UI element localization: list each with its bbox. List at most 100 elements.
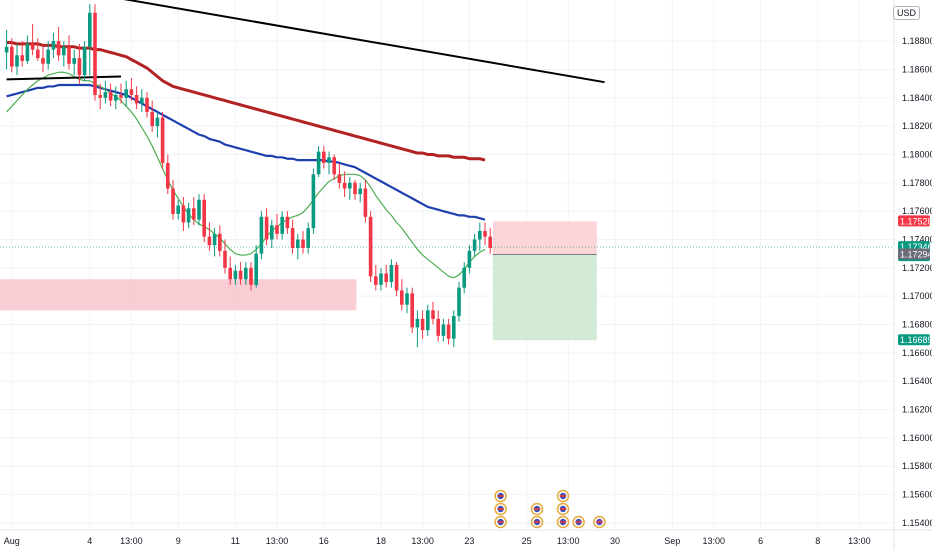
candle-body bbox=[140, 97, 144, 104]
candle-body bbox=[389, 265, 394, 283]
candle-body bbox=[462, 267, 466, 288]
candle-body bbox=[145, 97, 149, 112]
x-tick-label: 13:00 bbox=[557, 536, 580, 546]
price-label: 1.16689 bbox=[898, 334, 932, 346]
candle-body bbox=[431, 310, 435, 319]
candle-body bbox=[483, 230, 487, 237]
flag-stripe-icon bbox=[596, 521, 603, 523]
price-label-text: 1.17294 bbox=[900, 250, 932, 260]
price-label: 1.17528 bbox=[898, 215, 932, 227]
y-tick-label: 1.17600 bbox=[902, 206, 932, 216]
candle-body bbox=[394, 265, 399, 291]
flag-stripe-icon bbox=[497, 495, 504, 497]
candle-body bbox=[51, 41, 56, 50]
x-tick-label: Aug bbox=[4, 536, 20, 546]
currency-button[interactable]: USD bbox=[892, 6, 920, 20]
descending-trendline[interactable] bbox=[121, 0, 605, 84]
x-tick-label: 13:00 bbox=[266, 536, 289, 546]
x-tick-label: 16 bbox=[319, 536, 329, 546]
x-tick-label: 9 bbox=[176, 536, 181, 546]
candle-body bbox=[192, 208, 196, 220]
candle-body bbox=[160, 117, 165, 163]
candle-body bbox=[228, 267, 232, 280]
flag-stripe-icon bbox=[497, 521, 504, 523]
candle-body bbox=[467, 250, 472, 268]
candle-body bbox=[348, 182, 352, 189]
x-tick-label: 4 bbox=[87, 536, 92, 546]
candle-body bbox=[332, 157, 336, 175]
candle-body bbox=[20, 55, 24, 61]
candle-body bbox=[374, 276, 378, 285]
candle-body bbox=[202, 199, 206, 237]
candle-body bbox=[30, 43, 35, 50]
candle-body bbox=[88, 12, 92, 47]
zones bbox=[0, 221, 894, 341]
candle-body bbox=[275, 225, 279, 234]
y-tick-label: 1.17000 bbox=[902, 291, 932, 301]
economic-events[interactable] bbox=[494, 489, 606, 529]
candle-body bbox=[358, 188, 362, 195]
candle-body bbox=[259, 216, 264, 254]
y-tick-label: 1.16400 bbox=[902, 376, 932, 386]
candle-body bbox=[420, 318, 425, 331]
x-tick-label: 11 bbox=[231, 536, 240, 546]
price-label-text: 1.17346 bbox=[900, 242, 932, 252]
y-tick-label: 1.18600 bbox=[902, 64, 932, 74]
flag-stripe-icon bbox=[533, 521, 541, 523]
candle-body bbox=[446, 324, 451, 339]
candle-body bbox=[441, 324, 446, 336]
candle-body bbox=[472, 239, 477, 251]
take-profit-zone bbox=[492, 254, 597, 341]
candle-body bbox=[155, 117, 160, 127]
price-label-text: 1.16689 bbox=[900, 335, 932, 345]
x-tick-label: 18 bbox=[376, 536, 386, 546]
x-tick-label: 13:00 bbox=[848, 536, 871, 546]
candle-body bbox=[379, 273, 383, 285]
candle-body bbox=[296, 239, 300, 248]
candle-body bbox=[488, 236, 492, 248]
candle-body bbox=[363, 188, 368, 217]
candle-body bbox=[10, 46, 14, 67]
grid bbox=[0, 0, 894, 530]
y-tick-label: 1.18800 bbox=[902, 36, 932, 46]
candle-body bbox=[129, 89, 134, 95]
candle-body bbox=[212, 233, 217, 246]
price-label: 1.17294 bbox=[898, 248, 932, 260]
candle-body bbox=[249, 267, 253, 285]
flag-stripe-icon bbox=[497, 508, 504, 510]
y-tick-label: 1.16000 bbox=[902, 433, 932, 443]
candle-body bbox=[77, 58, 82, 76]
y-tick-label: 1.16800 bbox=[902, 320, 932, 330]
candle-body bbox=[400, 290, 404, 305]
candle-body bbox=[264, 216, 269, 240]
candle-body bbox=[223, 250, 227, 268]
y-tick-label: 1.15600 bbox=[902, 490, 932, 500]
candle-body bbox=[72, 58, 76, 64]
trendlines[interactable] bbox=[6, 0, 605, 84]
price-label-bg bbox=[898, 334, 930, 346]
candle-body bbox=[457, 287, 461, 317]
candle-body bbox=[306, 228, 310, 248]
candle-body bbox=[41, 58, 45, 64]
candle-body bbox=[82, 46, 87, 76]
candle-body bbox=[98, 94, 102, 98]
y-tick-label: 1.16200 bbox=[902, 405, 932, 415]
candle-body bbox=[342, 182, 347, 189]
y-tick-label: 1.17200 bbox=[902, 263, 932, 273]
candle-body bbox=[56, 41, 61, 56]
candle-body bbox=[218, 233, 222, 251]
y-tick-label: 1.15800 bbox=[902, 461, 932, 471]
x-tick-label: Sep bbox=[664, 536, 680, 546]
candle-body bbox=[15, 55, 19, 67]
x-tick-label: 13:00 bbox=[411, 536, 434, 546]
ema-green-line bbox=[6, 71, 486, 279]
candle-body bbox=[290, 228, 295, 248]
candle-body bbox=[254, 253, 258, 285]
candle-body bbox=[436, 318, 440, 336]
candle-body bbox=[311, 174, 316, 229]
range-support-line[interactable] bbox=[6, 75, 122, 81]
x-tick-label: 8 bbox=[815, 536, 820, 546]
candle-body bbox=[368, 216, 373, 277]
